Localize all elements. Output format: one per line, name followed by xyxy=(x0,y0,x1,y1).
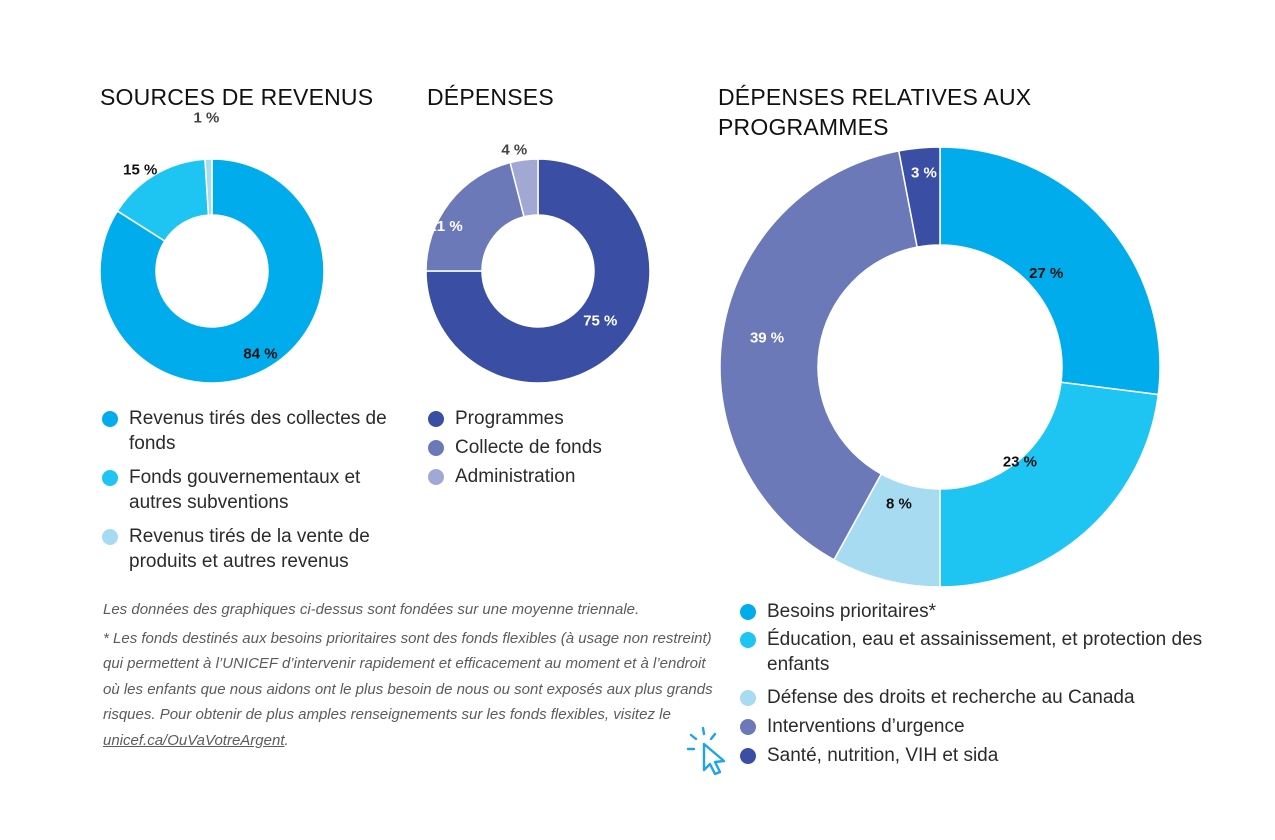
expenses-legend: Programmes Collecte de fonds Administrat… xyxy=(428,406,688,489)
legend-item-programs: Programmes xyxy=(428,406,688,431)
legend-dot xyxy=(740,604,756,620)
expenses-chart-title: DÉPENSES xyxy=(427,84,554,110)
slice-label-4: 39 % xyxy=(750,330,784,347)
legend-item-health: Santé, nutrition, VIH et sida xyxy=(740,743,1260,768)
legend-label: Fonds gouvernementaux et autres subventi… xyxy=(129,467,361,513)
legend-label: Programmes xyxy=(455,408,564,429)
legend-item-products-revenue: Revenus tirés de la vente de produits et… xyxy=(102,524,402,574)
legend-item-education: Éducation, eau et assainissement, et pro… xyxy=(740,627,1260,677)
revenue-donut-chart: 84 % 15 % 1 % xyxy=(99,110,325,384)
legend-dot xyxy=(740,748,756,764)
slice-label-2: 15 % xyxy=(123,162,157,179)
donut-slice-1 xyxy=(425,158,651,384)
donut-slice-2 xyxy=(939,381,1160,588)
donut-slice-1 xyxy=(99,158,325,384)
legend-item-fundraising-revenue: Revenus tirés des collectes de fonds xyxy=(102,406,402,456)
legend-label: Revenus tirés de la vente de produits et… xyxy=(129,526,370,572)
legend-label: Santé, nutrition, VIH et sida xyxy=(767,745,999,766)
legend-dot xyxy=(740,632,756,648)
flexible-funds-note: * Les fonds destinés aux besoins priorit… xyxy=(103,626,723,754)
program-expenses-legend: Besoins prioritaires* Éducation, eau et … xyxy=(740,599,1260,768)
legend-dot xyxy=(102,529,118,545)
three-year-average-note: Les données des graphiques ci-dessus son… xyxy=(103,601,640,618)
legend-item-fundraising: Collecte de fonds xyxy=(428,435,688,460)
donut-slice-3 xyxy=(204,158,213,216)
legend-label: Défense des droits et recherche au Canad… xyxy=(767,687,1135,708)
legend-dot xyxy=(740,719,756,735)
legend-dot xyxy=(428,411,444,427)
slice-label-1: 27 % xyxy=(1029,265,1063,282)
donut-slice-5 xyxy=(897,146,941,249)
slice-label-1: 75 % xyxy=(583,312,617,329)
legend-label: Administration xyxy=(455,466,576,487)
slice-label-3: 8 % xyxy=(886,495,912,512)
legend-dot xyxy=(428,440,444,456)
legend-item-emergency: Interventions d’urgence xyxy=(740,714,1260,739)
legend-label: Éducation, eau et assainissement, et pro… xyxy=(767,629,1203,675)
slice-label-2: 23 % xyxy=(1003,453,1037,470)
program-expenses-donut-chart: 27 % 23 % 8 % 39 % 3 % xyxy=(719,146,1161,588)
legend-dot xyxy=(102,411,118,427)
unicef-link[interactable]: unicef.ca/OuVaVotreArgent xyxy=(103,731,285,749)
legend-label: Collecte de fonds xyxy=(455,437,602,458)
legend-label: Interventions d’urgence xyxy=(767,716,965,737)
revenue-legend: Revenus tirés des collectes de fonds Fon… xyxy=(102,406,402,574)
legend-dot xyxy=(428,469,444,485)
slice-label-1: 84 % xyxy=(243,346,277,363)
flexible-funds-text: * Les fonds destinés aux besoins priorit… xyxy=(103,629,713,724)
legend-item-advocacy-research: Défense des droits et recherche au Canad… xyxy=(740,685,1260,710)
revenue-chart-title: SOURCES DE REVENUS xyxy=(100,84,374,110)
donut-slice-2 xyxy=(425,161,525,272)
legend-label: Besoins prioritaires* xyxy=(767,601,936,622)
donut-slice-4 xyxy=(719,150,919,561)
legend-item-government-funds: Fonds gouvernementaux et autres subventi… xyxy=(102,465,402,515)
program-expenses-chart-title: DÉPENSES RELATIVES AUX PROGRAMMES xyxy=(718,84,1032,140)
legend-item-administration: Administration xyxy=(428,464,688,489)
legend-item-priority-needs: Besoins prioritaires* xyxy=(740,599,1260,624)
legend-label: Revenus tirés des collectes de fonds xyxy=(129,408,387,454)
legend-dot xyxy=(740,690,756,706)
footnotes: Les données des graphiques ci-dessus son… xyxy=(103,597,723,753)
slice-label-3: 1 % xyxy=(194,110,220,127)
slice-label-2: 21 % xyxy=(428,218,462,235)
note-end: . xyxy=(284,731,289,749)
legend-dot xyxy=(102,470,118,486)
expenses-donut-chart: 75 % 21 % 4 % xyxy=(425,142,651,384)
slice-label-3: 4 % xyxy=(501,142,527,159)
slice-label-5: 3 % xyxy=(911,165,937,182)
donut-slice-3 xyxy=(509,158,539,218)
click-cursor-icon xyxy=(686,726,726,776)
donut-slice-1 xyxy=(939,146,1161,396)
